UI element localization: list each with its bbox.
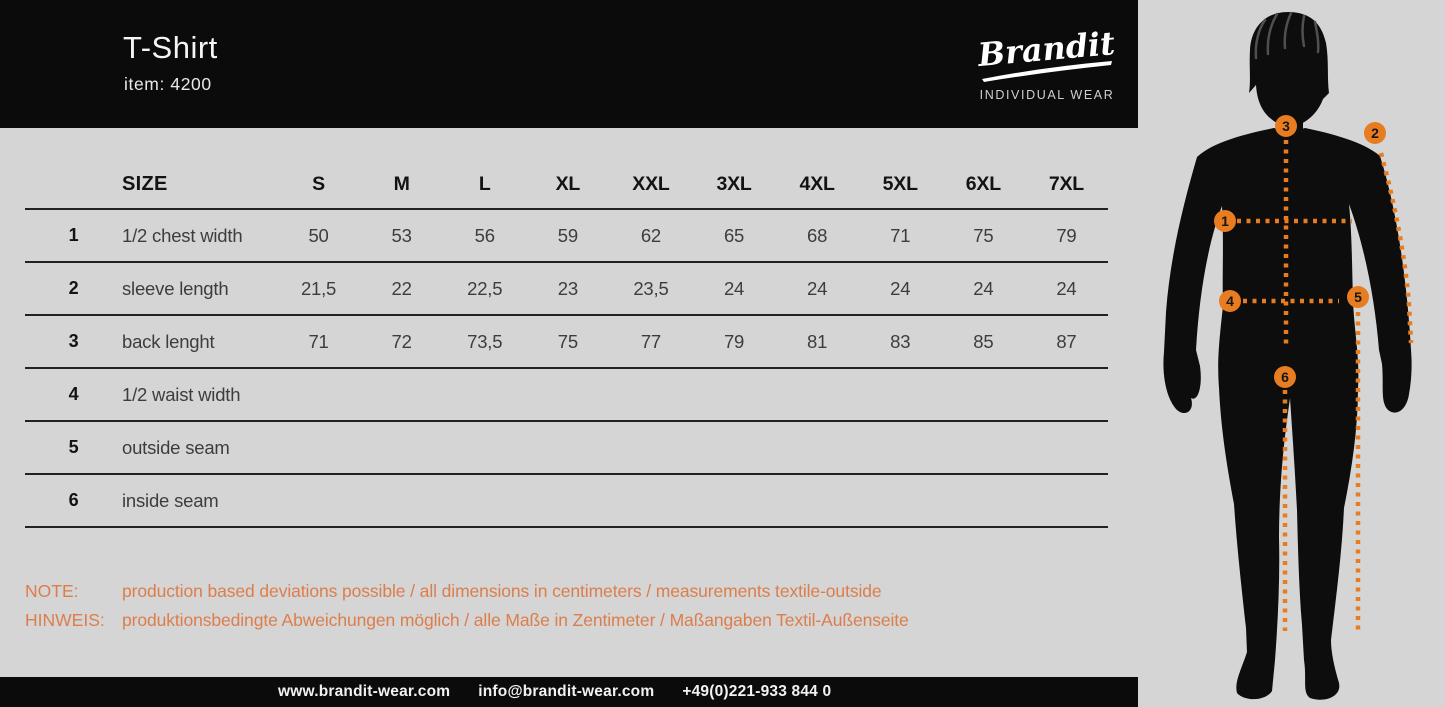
row-value: 50 (308, 224, 329, 246)
row-value: 77 (640, 330, 662, 352)
table-row-3: 3 back lenght 71 72 73,5 75 77 79 81 83 85 87 (25, 316, 1108, 369)
svg-text:2: 2 (1371, 125, 1379, 141)
size-table-header: SIZE S M L XL XXL 3XL 4XL 5XL 6XL 7XL (25, 160, 1108, 210)
row-value: 24 (890, 277, 911, 299)
row-label: outside seam (122, 436, 230, 458)
column-header-s: S (312, 172, 325, 195)
page-title: T-Shirt (123, 30, 218, 65)
note-row-en: NOTE: production based deviations possib… (25, 577, 909, 606)
note-text-en: production based deviations possible / a… (122, 581, 882, 601)
table-row-1: 1 1/2 chest width 50 53 56 59 62 65 68 71 75 79 (25, 210, 1108, 263)
row-number: 3 (68, 331, 79, 351)
svg-text:1: 1 (1221, 213, 1229, 229)
row-value: 53 (391, 224, 412, 246)
column-header-6xl: 6XL (965, 172, 1001, 195)
hair-highlights (1254, 11, 1320, 60)
column-header-m: M (393, 172, 410, 195)
footer-bar: www.brandit-wear.com info@brandit-wear.c… (0, 677, 1138, 707)
row-value: 24 (723, 277, 745, 299)
column-header-xl: XL (555, 172, 581, 195)
row-number: 1 (68, 225, 79, 245)
row-value: 68 (807, 224, 828, 246)
row-value: 21,5 (300, 277, 337, 299)
row-value: 75 (973, 224, 994, 246)
measure-point-3: 3 (1275, 115, 1297, 137)
column-header-xxl: XXL (632, 172, 670, 195)
table-row-4: 4 1/2 waist width (25, 369, 1108, 422)
row-number: 2 (68, 278, 79, 298)
column-header-3xl: 3XL (716, 172, 752, 195)
brand-logo-underline (982, 61, 1112, 82)
header-bar: T-Shirt item: 4200 Brandit INDIVIDUAL WE… (0, 0, 1138, 128)
row-value: 83 (890, 330, 911, 352)
note-row-de: HINWEIS: produktionsbedingte Abweichunge… (25, 606, 909, 635)
size-column-title: SIZE (122, 172, 168, 195)
measure-point-2: 2 (1364, 122, 1386, 144)
footer-website: www.brandit-wear.com (278, 683, 451, 700)
column-header-5xl: 5XL (882, 172, 918, 195)
row-value: 24 (973, 277, 994, 299)
table-row-2: 2 sleeve length 21,5 22 22,5 23 23,5 24 24 24 24 24 (25, 263, 1108, 316)
male-silhouette-body (1163, 128, 1412, 700)
row-value: 22 (391, 277, 412, 299)
row-value: 23 (557, 277, 578, 299)
row-value: 65 (723, 224, 745, 246)
measure-point-4: 4 (1219, 290, 1241, 312)
row-value: 71 (890, 224, 911, 246)
column-header-4xl: 4XL (799, 172, 835, 195)
note-text-de: produktionsbedingte Abweichungen möglich… (122, 609, 909, 630)
footer-email: info@brandit-wear.com (478, 683, 655, 700)
svg-text:5: 5 (1354, 289, 1362, 305)
measure-point-5: 5 (1347, 286, 1369, 308)
measure-point-6: 6 (1274, 366, 1296, 388)
row-value: 73,5 (467, 330, 503, 352)
brand-tagline: INDIVIDUAL WEAR (980, 88, 1115, 102)
row-label: back lenght (122, 330, 215, 352)
row-value: 79 (723, 330, 745, 352)
row-label: sleeve length (122, 277, 229, 299)
item-number: item: 4200 (124, 74, 212, 94)
row-label: inside seam (122, 489, 219, 511)
row-value: 59 (557, 224, 578, 246)
row-value: 87 (1056, 330, 1077, 352)
row-value: 75 (557, 330, 578, 352)
column-header-l: L (478, 172, 491, 195)
row-value: 71 (308, 330, 329, 352)
row-value: 22,5 (467, 277, 503, 299)
row-value: 79 (1056, 224, 1077, 246)
brand-logo: Brandit INDIVIDUAL WEAR (972, 22, 1122, 106)
column-header-7xl: 7XL (1048, 172, 1085, 195)
table-row-5: 5 outside seam (25, 422, 1108, 475)
row-value: 23,5 (633, 277, 669, 299)
footer-phone: +49(0)221-933 844 0 (682, 683, 832, 700)
row-value: 56 (474, 224, 495, 246)
row-value: 81 (807, 330, 828, 352)
row-value: 24 (1056, 277, 1077, 299)
row-label: 1/2 chest width (122, 224, 243, 246)
line-sleeve-length (1378, 152, 1414, 344)
svg-text:6: 6 (1281, 369, 1289, 385)
note-label-de: HINWEIS: (25, 609, 105, 630)
size-table: SIZE S M L XL XXL 3XL 4XL 5XL 6XL 7XL 1 1/2 chest … (25, 160, 1108, 528)
row-value: 85 (973, 330, 994, 352)
table-row-6: 6 inside seam (25, 475, 1108, 528)
svg-text:3: 3 (1282, 118, 1290, 134)
notes-block: NOTE: production based deviations possib… (25, 577, 909, 634)
row-label: 1/2 waist width (122, 383, 241, 405)
row-value: 24 (807, 277, 828, 299)
size-table-body: 1 1/2 chest width 50 53 56 59 62 65 68 71 75 79 2 sle… (25, 210, 1108, 528)
svg-text:4: 4 (1226, 293, 1234, 309)
row-number: 6 (68, 490, 79, 510)
measurement-lines (1237, 140, 1414, 631)
row-value: 62 (640, 224, 662, 246)
row-value: 72 (391, 330, 412, 352)
note-label-en: NOTE: (25, 581, 79, 601)
measure-point-1: 1 (1214, 210, 1236, 232)
row-number: 4 (68, 384, 79, 404)
measurement-figure: 1 2 3 4 5 6 (1138, 0, 1445, 707)
row-number: 5 (68, 437, 79, 457)
